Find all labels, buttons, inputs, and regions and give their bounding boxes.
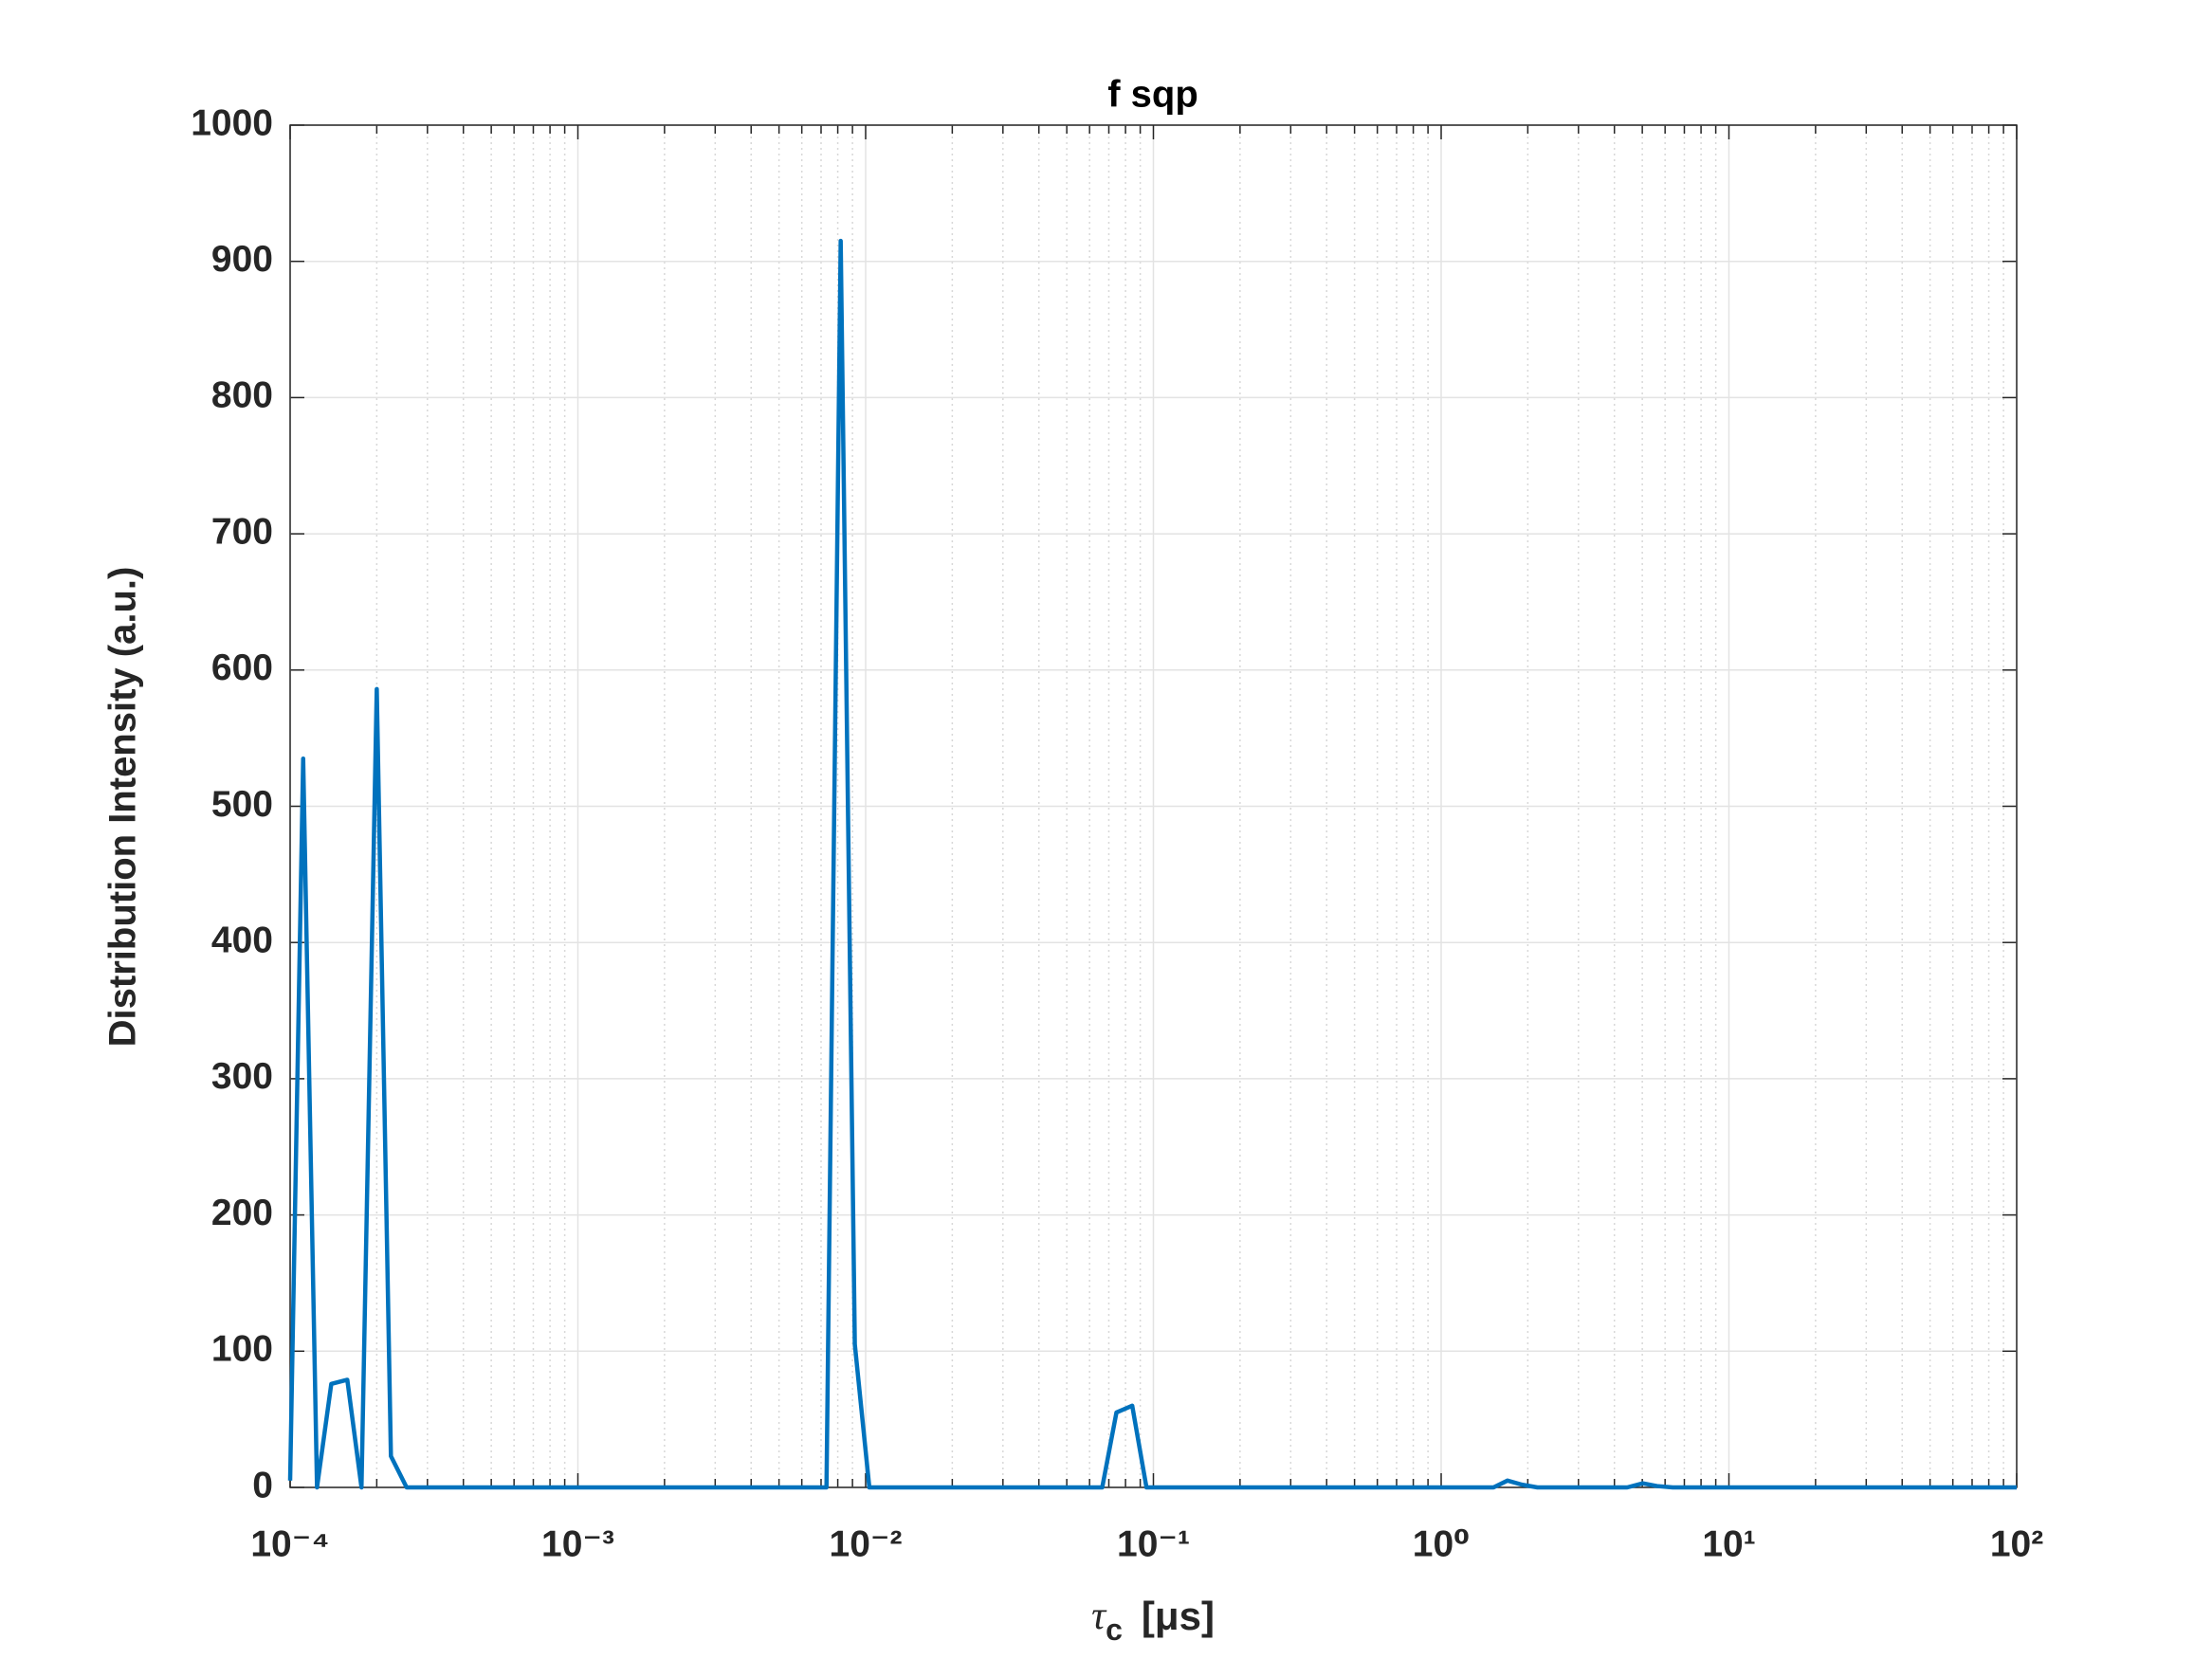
x-tick-label: 10⁻³ <box>541 1523 614 1564</box>
y-tick-label: 400 <box>211 920 273 960</box>
y-tick-label: 300 <box>211 1056 273 1097</box>
x-tick-label: 10⁻⁴ <box>250 1523 329 1564</box>
y-tick-label: 900 <box>211 239 273 280</box>
x-tick-label: 10¹ <box>1702 1523 1755 1564</box>
x-tick-label: 10² <box>1990 1523 2043 1564</box>
x-axis-label: τc [μs] <box>1091 1594 1215 1647</box>
y-tick-label: 800 <box>211 375 273 416</box>
x-tick-label: 10⁻² <box>830 1523 903 1564</box>
y-tick-label: 500 <box>211 784 273 825</box>
chart-title: f sqp <box>1107 74 1198 116</box>
x-label-subscript: c <box>1106 1613 1123 1647</box>
y-tick-label: 100 <box>211 1329 273 1370</box>
y-axis-label: Distribution Intensity (a.u.) <box>102 567 144 1048</box>
x-tick-label: 10⁻¹ <box>1117 1523 1190 1564</box>
data-line <box>287 238 2017 1490</box>
x-label-unit: [μs] <box>1142 1594 1215 1638</box>
x-tick-label: 10⁰ <box>1413 1523 1470 1564</box>
y-tick-label: 1000 <box>191 102 273 143</box>
y-tick-label: 700 <box>211 511 273 552</box>
x-label-symbol: τ <box>1091 1595 1107 1638</box>
y-tick-label: 0 <box>252 1465 273 1505</box>
y-tick-label: 600 <box>211 647 273 688</box>
y-tick-label: 200 <box>211 1193 273 1233</box>
